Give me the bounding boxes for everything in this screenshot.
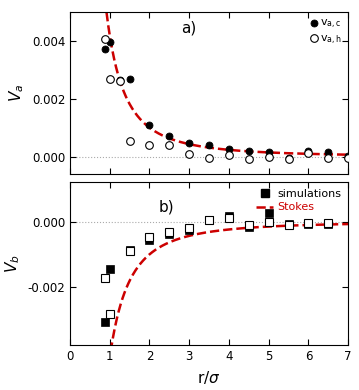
v$_{\rm a,c}$: [247, 148, 251, 153]
v$_{\rm a,c}$: [103, 47, 107, 52]
v$_{\rm a,c}$: [267, 149, 271, 154]
v$_{\rm a,h}$: [326, 156, 331, 160]
v$_{\rm a,h}$: [103, 37, 107, 42]
v$_{\rm a,h}$: [267, 154, 271, 159]
v$_{\rm a,h}$: [286, 157, 291, 161]
v$_{\rm a,c}$: [286, 156, 291, 160]
v$_{\rm a,c}$: [187, 141, 191, 145]
v$_{\rm a,c}$: [306, 148, 311, 153]
v$_{\rm a,c}$: [108, 40, 112, 44]
v$_{\rm a,h}$: [108, 76, 112, 81]
v$_{\rm a,h}$: [167, 142, 172, 147]
v$_{\rm a,h}$: [346, 155, 350, 160]
v$_{\rm a,h}$: [127, 138, 132, 143]
v$_{\rm a,h}$: [227, 153, 231, 158]
X-axis label: r/$\sigma$: r/$\sigma$: [197, 369, 221, 386]
v$_{\rm a,c}$: [147, 122, 151, 127]
v$_{\rm a,c}$: [326, 149, 331, 154]
Text: b): b): [159, 200, 175, 215]
v$_{\rm a,h}$: [187, 152, 191, 156]
v$_{\rm a,h}$: [306, 151, 311, 156]
Line: v$_{\rm a,h}$: v$_{\rm a,h}$: [101, 35, 352, 163]
Y-axis label: $V_b$: $V_b$: [3, 255, 22, 273]
Line: v$_{\rm a,c}$: v$_{\rm a,c}$: [102, 39, 352, 161]
v$_{\rm a,c}$: [207, 143, 211, 148]
v$_{\rm a,h}$: [147, 142, 151, 147]
v$_{\rm a,c}$: [167, 134, 172, 138]
v$_{\rm a,h}$: [207, 156, 211, 161]
v$_{\rm a,h}$: [117, 79, 122, 84]
v$_{\rm a,c}$: [117, 78, 122, 82]
v$_{\rm a,c}$: [227, 147, 231, 151]
v$_{\rm a,c}$: [346, 153, 350, 158]
Y-axis label: $V_a$: $V_a$: [8, 84, 26, 102]
Legend: simulations, Stokes: simulations, Stokes: [255, 188, 343, 214]
Text: a): a): [181, 21, 196, 36]
Legend: v$_{\rm a,c}$, v$_{\rm a,h}$: v$_{\rm a,c}$, v$_{\rm a,h}$: [311, 17, 343, 48]
v$_{\rm a,h}$: [247, 157, 251, 161]
v$_{\rm a,c}$: [127, 76, 132, 81]
